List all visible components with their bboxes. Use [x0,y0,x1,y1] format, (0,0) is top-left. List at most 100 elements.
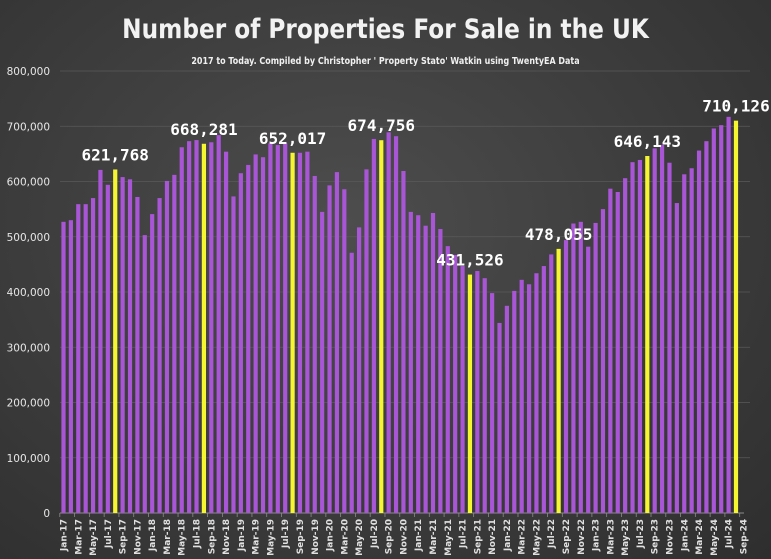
bar-Dec-21 [497,322,502,513]
bar-Oct-20 [393,136,399,513]
x-tick-label: Jul-19 [281,519,291,549]
bar-Jan-23 [593,222,598,513]
x-tick-label: Jan-17 [60,519,70,552]
bar-Jun-18 [187,141,192,514]
x-tick-label: Jan-20 [326,519,336,552]
y-tick-label: 500,000 [7,232,50,244]
x-tick-label: Mar-24 [695,519,705,555]
bar-Aug-21 [467,274,473,513]
data-label: 668,281 [170,120,237,139]
bar-Mar-19 [253,154,258,514]
x-tick-label: Jul-18 [193,519,203,549]
bar-Apr-17 [83,204,88,513]
bar-Aug-18 [201,143,207,513]
x-tick-label: Jul-24 [725,519,735,549]
x-tick-label: May-20 [355,519,365,556]
data-label: 646,143 [614,132,681,151]
y-tick-label: 200,000 [7,398,50,410]
bar-Mar-24 [696,150,702,513]
bar-Feb-18 [157,198,162,513]
bar-Nov-21 [490,293,495,513]
x-tick-label: May-18 [178,519,188,556]
x-tick-label: May-21 [444,519,454,556]
bar-May-23 [623,178,628,513]
bar-Dec-19 [320,211,325,513]
bar-May-19 [268,143,273,513]
y-tick-label: 300,000 [7,342,50,354]
x-tick-label: May-17 [89,519,99,556]
y-tick-label: 700,000 [7,121,50,133]
bar-Jul-19 [283,143,288,513]
y-tick-label: 400,000 [7,287,50,299]
bar-Oct-23 [659,145,665,513]
bar-Feb-17 [68,220,73,514]
bar-May-24 [711,128,716,513]
data-labels: 621,768 668,281 652,017 674,756 431,526 478,0… [82,97,770,270]
x-tick-label: Mar-20 [340,519,350,555]
y-axis: 0 100,000 200,000 300,000 400,000 500,000 600,… [7,66,50,520]
bar-Apr-22 [526,284,532,513]
bar-Nov-23 [667,162,672,513]
bar-Jul-24 [726,116,731,514]
bar-Dec-17 [142,235,147,513]
bar-Aug-24 [733,120,739,513]
x-tick-label: Mar-18 [163,519,173,555]
bar-Sep-22 [563,240,569,513]
bar-Oct-17 [127,179,133,514]
x-tick-label: Nov-18 [222,519,232,555]
bar-Jan-18 [150,214,155,513]
bar-Nov-19 [312,175,317,513]
y-tick-label: 100,000 [7,453,50,465]
x-tick-label: Mar-17 [74,519,84,555]
bar-Oct-22 [571,223,576,514]
x-tick-label: Jan-18 [148,519,158,552]
bar-Nov-20 [401,171,406,513]
x-tick-label: Sep-19 [296,519,306,554]
x-tick-label: Sep-24 [739,519,749,554]
x-tick-label: Mar-21 [429,519,439,555]
bar-Jan-19 [238,173,243,513]
bar-Sep-20 [386,132,391,513]
bar-Jan-22 [504,305,509,513]
bar-Nov-18 [223,151,229,514]
bar-Feb-24 [689,168,694,514]
bar-Oct-18 [216,135,221,513]
x-tick-label: Jul-21 [459,519,469,549]
bar-Oct-21 [482,278,487,513]
data-label: 674,756 [348,116,415,135]
bar-May-18 [179,147,184,513]
bar-May-22 [534,273,539,513]
bar-Mar-20 [342,189,347,514]
bar-May-21 [445,246,450,513]
bars [61,116,739,514]
bar-Jul-21 [460,266,465,513]
x-axis: Jan-17 Mar-17 May-17 Jul-17 Sep-17 Nov-17 Jan-… [59,513,749,556]
bar-Mar-17 [76,204,81,513]
bar-Dec-23 [674,203,679,514]
bar-Feb-22 [512,290,517,513]
x-tick-label: Nov-19 [311,519,321,555]
x-tick-label: Nov-21 [488,519,498,555]
x-tick-label: Jan-23 [592,519,602,552]
chart-subtitle: 2017 to Today. Compiled by Christopher '… [191,56,580,67]
bar-Jun-17 [98,169,103,513]
x-tick-label: Sep-21 [473,519,483,554]
bar-Jun-23 [630,162,635,513]
bar-Mar-22 [519,279,524,513]
bar-Sep-18 [209,142,214,513]
x-tick-label: Nov-20 [399,519,409,555]
x-tick-label: Mar-23 [606,519,616,555]
bar-Jul-22 [549,254,554,513]
x-tick-label: May-23 [621,519,631,556]
bar-May-20 [357,227,362,514]
x-tick-label: Jul-17 [104,519,114,549]
bar-Jan-17 [61,221,66,513]
bar-Jul-18 [194,140,199,513]
bar-Sep-23 [652,148,657,513]
bar-Feb-20 [334,172,340,514]
bar-Jan-24 [682,174,687,513]
bar-Feb-19 [246,164,251,514]
bar-Jul-23 [637,159,643,513]
bar-Apr-21 [438,229,443,513]
x-tick-label: Jul-23 [636,519,646,549]
